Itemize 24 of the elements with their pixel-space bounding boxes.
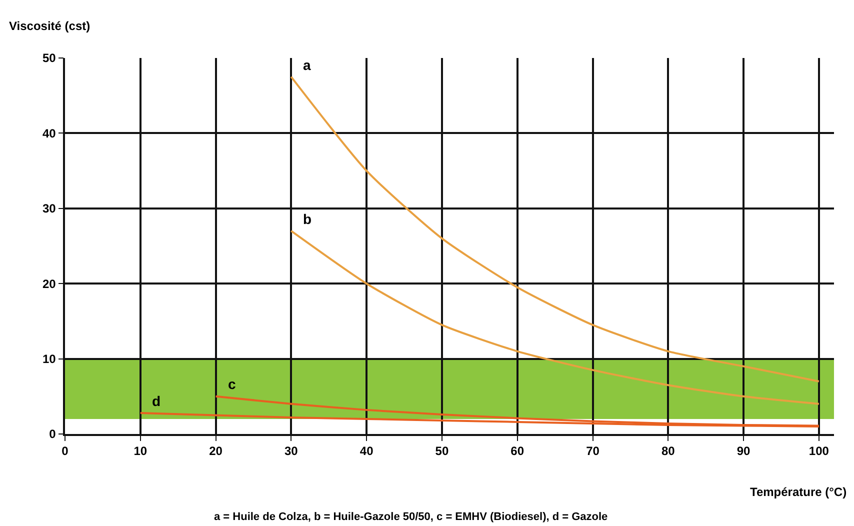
y-axis-title: Viscosité (cst) bbox=[9, 19, 90, 33]
series-label: d bbox=[152, 393, 161, 409]
y-tick-label: 30 bbox=[42, 202, 56, 216]
y-tick-label: 20 bbox=[42, 276, 56, 291]
x-tick-label: 0 bbox=[62, 444, 69, 458]
x-tick-label: 40 bbox=[360, 444, 374, 458]
x-tick-label: 50 bbox=[435, 444, 449, 458]
y-tick-label: 50 bbox=[42, 51, 56, 66]
y-tick-label: 0 bbox=[49, 427, 56, 442]
x-tick-label: 30 bbox=[284, 444, 298, 458]
x-tick-label: 20 bbox=[209, 444, 223, 458]
series-label: b bbox=[303, 211, 312, 227]
text: a = Huile de Colza, b = Huile-Gazole 50/50, c = EMHV (Biodiesel), d = Gazole bbox=[214, 511, 608, 523]
series-label: c bbox=[228, 376, 236, 392]
y-tick-label: 10 bbox=[42, 352, 56, 366]
x-axis-title: Température (°C) bbox=[750, 485, 847, 499]
x-tick-label: 90 bbox=[736, 444, 751, 458]
x-tick-label: 100 bbox=[808, 444, 830, 458]
x-tick-label: 80 bbox=[661, 444, 676, 458]
series-label: a bbox=[303, 57, 311, 73]
y-tick-label: 40 bbox=[42, 126, 56, 140]
x-tick-label: 60 bbox=[510, 444, 524, 458]
x-tick-label: 70 bbox=[586, 444, 600, 458]
x-tick-label: 10 bbox=[134, 444, 148, 458]
